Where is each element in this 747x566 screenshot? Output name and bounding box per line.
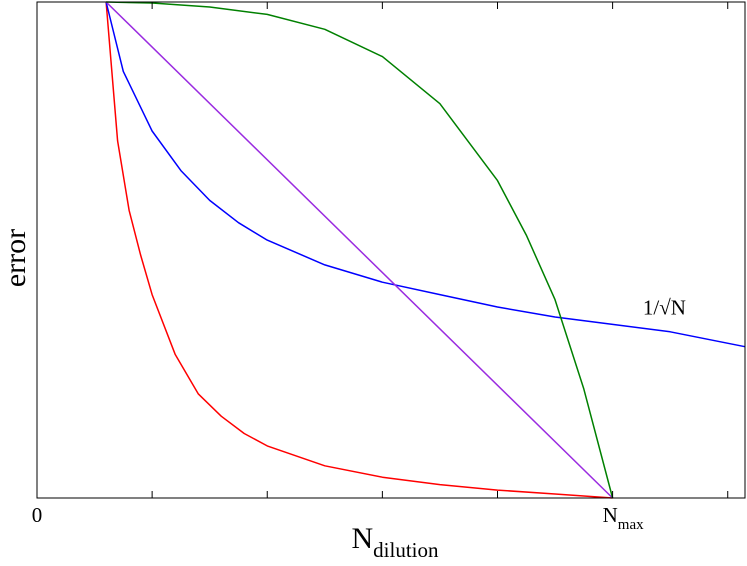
series-line-2 <box>105 1 614 499</box>
series-line-3 <box>106 1 614 499</box>
y-axis-label: error <box>0 229 32 287</box>
tick-layer: 0 Nmax <box>32 2 729 533</box>
annotation-0: 1/√N <box>643 295 686 319</box>
x-tick-label-0: 0 <box>32 503 43 527</box>
series-layer <box>105 1 746 499</box>
x-axis-label-main: N <box>351 522 373 555</box>
x-axis-label-sub: dilution <box>373 538 439 561</box>
annotation-layer: 1/√N <box>643 295 686 319</box>
plot-frame <box>36 1 746 499</box>
series-line-1 <box>105 1 746 348</box>
series-line-0 <box>105 1 613 499</box>
x-axis-label: Ndilution <box>351 522 439 561</box>
x-tick-label-1: Nmax <box>603 503 644 533</box>
